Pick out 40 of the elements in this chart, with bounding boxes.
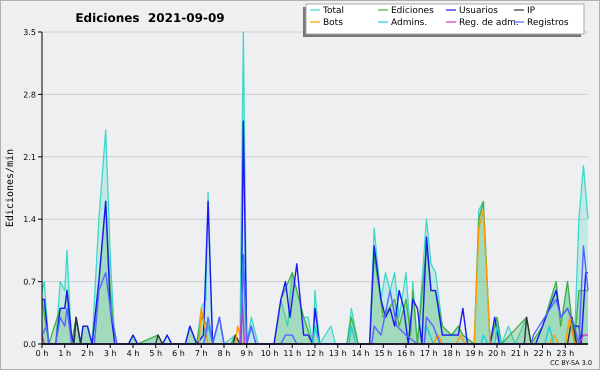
x-tick-label: 2 h (81, 349, 94, 358)
y-tick-label: 2.8 (23, 90, 36, 100)
x-tick-label: 10 h (260, 349, 278, 358)
x-tick-label: 7 h (194, 349, 208, 358)
legend-label: Bots (323, 18, 344, 28)
x-tick-label: 18 h (442, 349, 460, 358)
legend-label: Ediciones (391, 6, 434, 16)
x-tick-label: 19 h (465, 349, 484, 358)
x-tick-label: 17 h (420, 349, 438, 358)
y-tick-label: 2.1 (23, 152, 36, 162)
legend-label: Registros (527, 18, 569, 28)
x-tick-label: 13 h (328, 349, 347, 358)
x-tick-label: 12 h (306, 349, 324, 358)
legend-label: Total (322, 6, 344, 16)
y-tick-label: 0.7 (23, 278, 36, 287)
x-tick-label: 4 h (126, 349, 140, 358)
x-tick-label: 11 h (283, 349, 302, 358)
y-tick-label: 0.0 (23, 340, 36, 349)
x-tick-label: 5 h (149, 349, 162, 358)
legend-label: Admins. (391, 18, 428, 28)
x-tick-label: 3 h (104, 349, 117, 358)
x-tick-label: 20 h (488, 349, 506, 358)
x-tick-label: 14 h (352, 349, 370, 358)
legend-label: IP (527, 6, 536, 16)
x-tick-label: 8 h (218, 349, 230, 358)
chart-title: Ediciones 2021-09-09 (75, 11, 225, 25)
x-tick-label: 23 h (556, 349, 574, 358)
x-tick-label: 16 h (397, 349, 415, 358)
y-tick-label: 3.5 (23, 28, 36, 37)
x-tick-label: 9 h (240, 349, 254, 358)
x-tick-label: 22 h (534, 349, 552, 358)
x-tick-label: 15 h (374, 349, 392, 358)
y-tick-label: 1.4 (23, 215, 36, 224)
x-tick-label: 1 h (58, 349, 72, 358)
legend-label: Reg. de adm. (459, 18, 519, 28)
x-tick-label: 6 h (172, 349, 185, 358)
x-tick-label: 21 h (510, 349, 529, 358)
x-tick-label: 0 h (36, 349, 48, 358)
legend-label: Usuarios (459, 6, 498, 16)
y-axis-title: Ediciones/min (5, 148, 16, 228)
